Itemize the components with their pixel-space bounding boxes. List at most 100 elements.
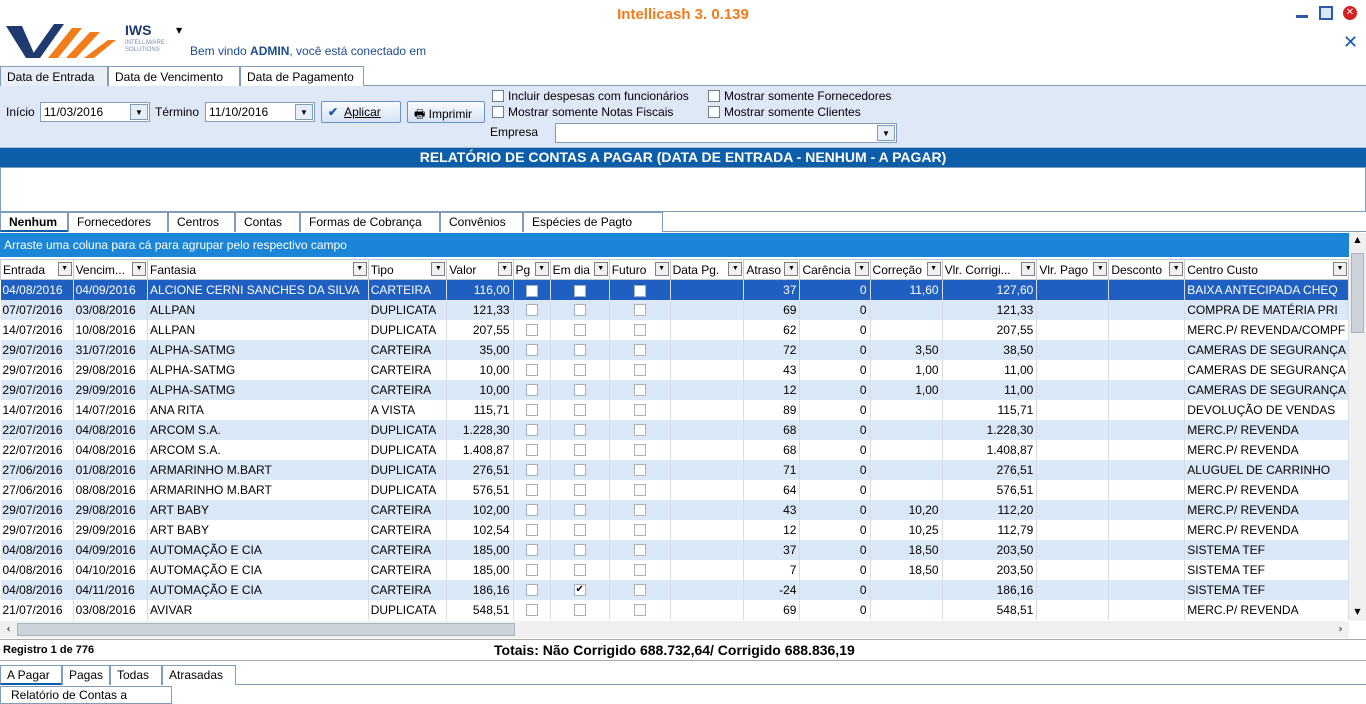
pg-checkbox[interactable] (525, 304, 538, 317)
vertical-scroll-thumb[interactable] (1351, 253, 1364, 333)
emdia-checkbox[interactable] (573, 484, 586, 497)
tab-data-entrada[interactable]: Data de Entrada (0, 66, 108, 87)
column-filter-icon[interactable]: ▼ (784, 262, 799, 276)
column-header[interactable]: Em dia ▼ (549, 259, 610, 280)
table-row[interactable]: 27/06/2016 08/08/2016 ARMARINHO M.BART DUPL… (0, 479, 1349, 500)
logo-menu-caret-icon[interactable]: ▼ (176, 26, 183, 35)
futuro-checkbox[interactable] (633, 584, 646, 597)
table-row[interactable]: 29/07/2016 29/09/2016 ALPHA-SATMG CARTEIRA 1… (0, 379, 1349, 400)
inicio-date-field[interactable]: 11/03/2016 ▼ (40, 102, 150, 122)
column-header[interactable]: Desconto ▼ (1108, 259, 1186, 280)
checkbox[interactable] (708, 106, 720, 118)
emdia-checkbox[interactable] (573, 344, 586, 357)
pg-checkbox[interactable] (525, 564, 538, 577)
pg-checkbox[interactable] (525, 504, 538, 517)
futuro-checkbox[interactable] (633, 504, 646, 517)
futuro-checkbox[interactable] (633, 324, 646, 337)
column-header[interactable]: Atraso ▼ (743, 259, 801, 280)
group-tab-fornecedores[interactable]: Fornecedores (68, 212, 168, 232)
termino-dropdown-icon[interactable]: ▼ (295, 104, 313, 120)
column-header[interactable]: Correção ▼ (869, 259, 943, 280)
table-row[interactable]: 27/06/2016 01/08/2016 ARMARINHO M.BART DUPL… (0, 459, 1349, 480)
table-row[interactable]: 04/08/2016 04/11/2016 AUTOMAÇÃO E CIA CARTE… (0, 579, 1349, 600)
table-row[interactable]: 22/07/2016 04/08/2016 ARCOM S.A. DUPLICATA 1… (0, 419, 1349, 440)
emdia-checkbox[interactable] (573, 364, 586, 377)
emdia-checkbox[interactable] (573, 564, 586, 577)
futuro-checkbox[interactable] (633, 444, 646, 457)
checkbox[interactable] (492, 90, 504, 102)
emdia-checkbox[interactable] (573, 504, 586, 517)
emdia-checkbox[interactable] (573, 604, 586, 617)
emdia-checkbox[interactable] (573, 284, 586, 297)
futuro-checkbox[interactable] (633, 384, 646, 397)
empresa-select[interactable]: ▼ (555, 123, 897, 143)
tab-data-pagamento[interactable]: Data de Pagamento (240, 66, 364, 86)
futuro-checkbox[interactable] (633, 344, 646, 357)
option-incluir-despesas[interactable]: Incluir despesas com funcionários (492, 88, 689, 104)
pg-checkbox[interactable] (525, 324, 538, 337)
option-somente-fornecedores[interactable]: Mostrar somente Fornecedores (708, 88, 891, 104)
termino-date-field[interactable]: 11/10/2016 ▼ (205, 102, 315, 122)
futuro-checkbox[interactable] (633, 604, 646, 617)
table-row[interactable]: 04/08/2016 04/09/2016 AUTOMAÇÃO E CIA CARTE… (0, 539, 1349, 560)
tab-todas[interactable]: Todas (110, 665, 162, 685)
futuro-checkbox[interactable] (633, 424, 646, 437)
pg-checkbox[interactable] (525, 344, 538, 357)
futuro-checkbox[interactable] (633, 364, 646, 377)
emdia-checkbox[interactable] (573, 524, 586, 537)
column-filter-icon[interactable]: ▼ (534, 262, 549, 276)
table-row[interactable]: 21/07/2016 03/08/2016 AVIVAR DUPLICATA 548,5… (0, 599, 1349, 620)
group-drop-area[interactable]: Arraste uma coluna para cá para agrupar … (0, 233, 1349, 257)
column-filter-icon[interactable]: ▼ (654, 262, 669, 276)
column-header[interactable]: Vlr. Corrigi... ▼ (941, 259, 1038, 280)
pg-checkbox[interactable] (525, 484, 538, 497)
pg-checkbox[interactable] (525, 404, 538, 417)
pg-checkbox[interactable] (525, 424, 538, 437)
pg-checkbox[interactable] (525, 384, 538, 397)
close-report-icon[interactable]: ✕ (1343, 32, 1359, 53)
tab-atrasadas[interactable]: Atrasadas (162, 665, 236, 685)
column-filter-icon[interactable]: ▼ (497, 262, 512, 276)
futuro-checkbox[interactable] (633, 564, 646, 577)
emdia-checkbox[interactable] (573, 404, 586, 417)
minimize-button[interactable] (1295, 6, 1309, 20)
futuro-checkbox[interactable] (633, 484, 646, 497)
emdia-checkbox[interactable] (573, 424, 586, 437)
pg-checkbox[interactable] (525, 364, 538, 377)
pg-checkbox[interactable] (525, 524, 538, 537)
table-row[interactable]: 14/07/2016 10/08/2016 ALLPAN DUPLICATA 207,5… (0, 319, 1349, 340)
imprimir-button[interactable]: 🖶 Imprimir (407, 101, 485, 123)
emdia-checkbox[interactable] (573, 384, 586, 397)
column-header[interactable]: Tipo ▼ (367, 259, 448, 280)
emdia-checkbox[interactable] (573, 304, 586, 317)
table-row[interactable]: 29/07/2016 31/07/2016 ALPHA-SATMG CARTEIRA 3… (0, 339, 1349, 360)
table-row[interactable]: 07/07/2016 03/08/2016 ALLPAN DUPLICATA 121,3… (0, 299, 1349, 320)
table-row[interactable]: 22/07/2016 04/08/2016 ARCOM S.A. DUPLICATA 1… (0, 439, 1349, 460)
futuro-checkbox[interactable] (633, 404, 646, 417)
tab-a-pagar[interactable]: A Pagar (0, 665, 62, 685)
horizontal-scrollbar[interactable]: ‹ › (0, 621, 1349, 638)
column-header[interactable]: Futuro ▼ (608, 259, 671, 280)
futuro-checkbox[interactable] (633, 284, 646, 297)
column-filter-icon[interactable]: ▼ (854, 262, 869, 276)
column-filter-icon[interactable]: ▼ (593, 262, 608, 276)
maximize-button[interactable] (1319, 6, 1333, 20)
column-filter-icon[interactable]: ▼ (1333, 262, 1347, 276)
column-header[interactable]: Entrada ▼ (0, 259, 74, 280)
vertical-scrollbar[interactable]: ▲ ▼ (1349, 233, 1366, 621)
table-row[interactable]: 29/07/2016 29/08/2016 ART BABY CARTEIRA 102,… (0, 499, 1349, 520)
emdia-checkbox[interactable] (573, 324, 586, 337)
group-tab-nenhum[interactable]: Nenhum (0, 212, 68, 232)
option-somente-notas[interactable]: Mostrar somente Notas Fiscais (492, 104, 673, 120)
table-row[interactable]: 14/07/2016 14/07/2016 ANA RITA A VISTA 115,7… (0, 399, 1349, 420)
column-filter-icon[interactable]: ▼ (132, 262, 147, 276)
pg-checkbox[interactable] (525, 584, 538, 597)
column-header[interactable]: Centro Custo ▼ (1184, 259, 1349, 280)
column-filter-icon[interactable]: ▼ (1169, 262, 1184, 276)
checkbox[interactable] (708, 90, 720, 102)
table-row[interactable]: 29/07/2016 29/08/2016 ALPHA-SATMG CARTEIRA 1… (0, 359, 1349, 380)
table-row[interactable]: 04/08/2016 04/09/2016 ALCIONE CERNI SANCHE… (0, 279, 1349, 300)
column-header[interactable]: Fantasia ▼ (147, 259, 369, 280)
column-filter-icon[interactable]: ▼ (926, 262, 941, 276)
column-header[interactable]: Vlr. Pago ▼ (1036, 259, 1110, 280)
